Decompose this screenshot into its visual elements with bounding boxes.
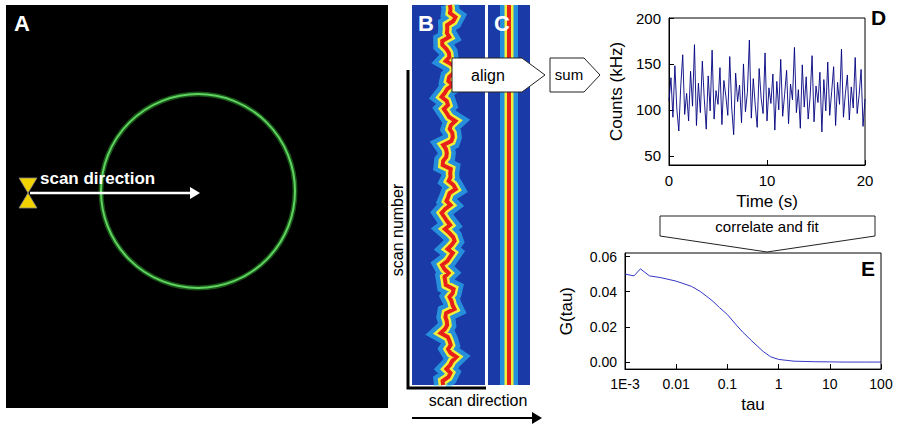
svg-text:Counts (kHz): Counts (kHz) <box>607 42 626 141</box>
svg-text:150: 150 <box>636 55 661 72</box>
svg-text:1E-3: 1E-3 <box>610 376 640 392</box>
svg-text:A: A <box>14 11 30 36</box>
svg-text:0.01: 0.01 <box>663 376 690 392</box>
svg-text:0.06: 0.06 <box>590 249 617 265</box>
svg-text:0.04: 0.04 <box>590 284 617 300</box>
svg-text:200: 200 <box>636 10 661 27</box>
svg-text:0.1: 0.1 <box>718 376 738 392</box>
svg-text:scan direction: scan direction <box>40 169 155 188</box>
svg-text:align: align <box>471 67 505 84</box>
svg-text:0: 0 <box>665 172 673 189</box>
svg-text:0.02: 0.02 <box>590 319 617 335</box>
svg-text:tau: tau <box>741 395 765 414</box>
svg-text:1: 1 <box>775 376 783 392</box>
svg-text:100: 100 <box>636 101 661 118</box>
svg-text:B: B <box>418 11 434 36</box>
svg-text:G(tau): G(tau) <box>557 287 576 335</box>
svg-text:scan number: scan number <box>389 183 406 276</box>
svg-text:E: E <box>861 257 875 280</box>
svg-text:correlate and fit: correlate and fit <box>715 218 819 235</box>
svg-text:100: 100 <box>869 376 893 392</box>
svg-text:C: C <box>494 11 510 36</box>
svg-text:0.00: 0.00 <box>590 354 617 370</box>
svg-text:D: D <box>871 6 886 29</box>
svg-text:sum: sum <box>555 66 583 83</box>
svg-text:Time (s): Time (s) <box>736 192 798 211</box>
svg-text:scan direction: scan direction <box>429 392 528 409</box>
svg-text:10: 10 <box>822 376 838 392</box>
svg-text:10: 10 <box>759 172 776 189</box>
svg-text:20: 20 <box>857 172 874 189</box>
svg-text:50: 50 <box>644 147 661 164</box>
